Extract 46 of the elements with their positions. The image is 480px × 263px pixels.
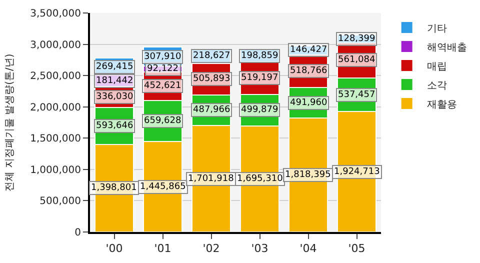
x-tick-label: '03 [251, 242, 268, 256]
y-tick-label: 2,000,000 [30, 102, 81, 114]
data-label: 1,701,918 [188, 174, 234, 184]
data-label: 491,960 [290, 98, 328, 108]
data-label: 146,427 [290, 45, 328, 55]
y-tick-label: 1,500,000 [30, 134, 81, 145]
y-tick-label: 1,000,000 [30, 164, 81, 176]
x-tick-label: '04 [300, 242, 317, 256]
data-label: 518,766 [290, 66, 328, 76]
data-label: 218,627 [193, 51, 230, 61]
y-tick-label: 3,000,000 [30, 40, 81, 51]
data-label: 499,879 [241, 105, 278, 115]
data-label: 1,695,310 [237, 174, 284, 184]
data-label: 1,818,395 [285, 170, 331, 180]
data-label: 537,457 [338, 90, 376, 100]
data-label: 128,399 [338, 34, 376, 44]
data-label: 1,445,865 [140, 182, 186, 192]
data-label: 92,122 [147, 64, 178, 74]
legend-label: 소각 [426, 80, 447, 92]
y-axis-title: 전체 지정폐기물 발생량(톤/년) [4, 54, 16, 192]
x-tick-label: '01 [154, 242, 172, 256]
legend-label: 해역배출 [426, 42, 467, 54]
legend-label: 재활용 [426, 99, 457, 110]
x-tick-label: '05 [348, 242, 366, 256]
data-label: 505,893 [193, 74, 230, 84]
y-tick-label: 2,500,000 [30, 71, 81, 82]
data-label: 452,621 [144, 81, 182, 91]
data-label: 336,030 [96, 92, 134, 102]
data-label: 1,398,801 [91, 183, 137, 193]
legend-label: 기타 [426, 23, 447, 34]
y-tick-label: 0 [74, 228, 81, 238]
data-label: 593,646 [96, 121, 134, 131]
data-label: 659,628 [144, 116, 182, 126]
y-tick-label: 3,500,000 [30, 8, 81, 20]
y-tick-label: 500,000 [40, 196, 81, 208]
data-label: 561,084 [338, 55, 376, 65]
data-label: 198,859 [241, 51, 278, 61]
data-label: 487,966 [193, 105, 230, 115]
legend-label: 매립 [426, 61, 447, 72]
data-label: 181,442 [96, 76, 134, 86]
x-tick-label: '00 [106, 242, 123, 256]
data-label: 307,910 [144, 52, 182, 62]
data-label: 519,197 [241, 73, 278, 83]
data-label: 269,415 [96, 62, 134, 72]
x-tick-label: '02 [202, 242, 220, 256]
data-label: 1,924,713 [334, 167, 380, 177]
